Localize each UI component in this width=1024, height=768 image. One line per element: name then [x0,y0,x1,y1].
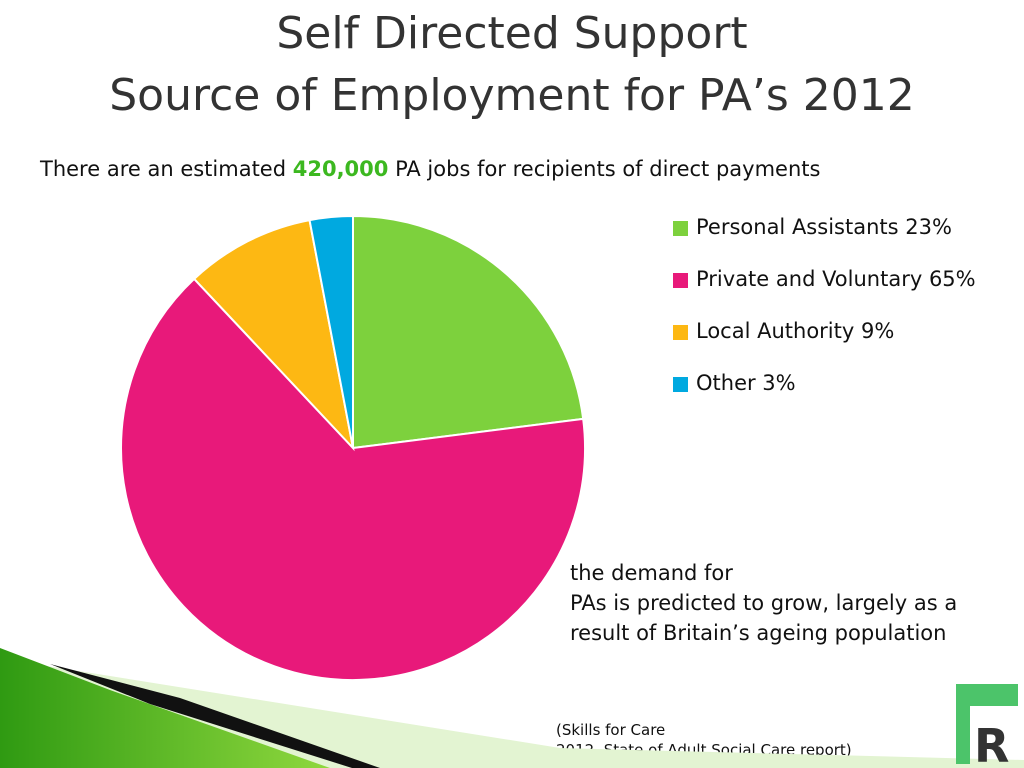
chart-legend: Personal Assistants 23% Private and Volun… [673,212,993,420]
intro-highlight-number: 420,000 [292,157,389,181]
demand-note-line2: PAs is predicted to grow, largely as a r… [570,591,958,645]
swoosh-green-band [0,648,330,768]
legend-item: Personal Assistants 23% [673,212,993,242]
pie-slice-2 [192,218,355,452]
slide-subtitle-title: Source of Employment for PA’s 2012 [109,70,915,121]
legend-label: Personal Assistants 23% [696,215,952,239]
pie-slice-0 [352,214,585,450]
legend-label: Other 3% [696,371,796,395]
pie-slice-3 [308,214,354,449]
swoosh-black-band [50,664,380,768]
slide-title: Self Directed Support [276,8,748,59]
demand-note-line1: the demand for [570,561,733,585]
legend-item: Private and Voluntary 65% [673,264,993,294]
pie-slice-1 [120,277,586,681]
intro-text-after: PA jobs for recipients of direct payment… [388,157,821,181]
logo-inner-white [970,706,996,724]
legend-item: Local Authority 9% [673,316,993,346]
legend-item: Other 3% [673,368,993,398]
organisation-logo: R [956,684,1018,764]
logo-letter: R [974,719,1009,764]
legend-swatch [673,325,688,340]
intro-text-before: There are an estimated [40,157,293,181]
source-citation-line1: (Skills for Care [556,721,666,739]
legend-swatch [673,221,688,236]
legend-label: Local Authority 9% [696,319,895,343]
logo-top-block [956,684,1018,706]
swoosh-light-band [0,660,1024,768]
legend-label: Private and Voluntary 65% [696,267,976,291]
legend-swatch [673,377,688,392]
logo-left-block [956,706,970,764]
legend-swatch [673,273,688,288]
intro-text: There are an estimated 420,000 PA jobs f… [40,154,820,184]
demand-note: the demand for PAs is predicted to grow,… [570,558,990,648]
